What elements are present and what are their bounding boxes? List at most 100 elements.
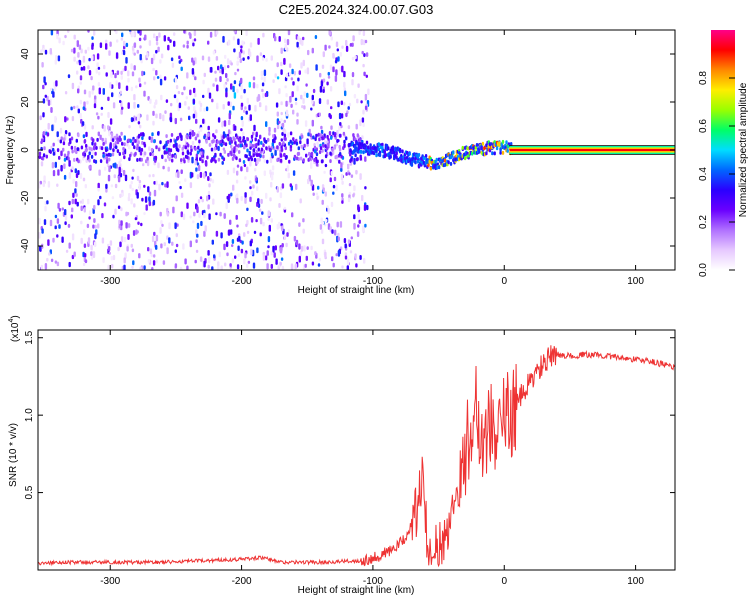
- spectrogram-noise-cell: [203, 212, 206, 219]
- spectrogram-noise-cell: [212, 83, 215, 87]
- spectrogram-noise-cell: [178, 181, 181, 184]
- spectrogram-noise-cell: [328, 131, 332, 136]
- spectrogram-noise-cell: [88, 70, 92, 76]
- spectrogram-noise-cell: [143, 81, 147, 85]
- spectrogram-track-cell: [424, 154, 428, 158]
- spectrogram-noise-cell: [119, 193, 122, 199]
- spectrogram-noise-cell: [367, 88, 370, 96]
- spectrogram-band-cell: [279, 158, 283, 163]
- spectrogram-band-cell: [272, 134, 275, 139]
- spectrogram-noise-cell: [64, 34, 67, 39]
- spectrogram-band-cell: [210, 159, 213, 163]
- spectrogram-noise-cell: [227, 39, 231, 46]
- spectrogram-noise-cell: [49, 219, 53, 227]
- spectrogram-noise-cell: [83, 101, 86, 108]
- spectrogram-noise-cell: [217, 65, 220, 71]
- spectrogram-noise-cell: [343, 238, 347, 244]
- spectrogram-noise-cell: [346, 265, 349, 270]
- spectrogram-band-cell: [284, 156, 288, 160]
- spectrogram-noise-cell: [296, 85, 299, 92]
- spectrogram-noise-cell: [242, 57, 245, 61]
- spectrogram-band-cell: [96, 137, 99, 142]
- spectrogram-noise-cell: [362, 30, 366, 37]
- spectrogram-noise-cell: [125, 42, 129, 48]
- spectrogram-noise-cell: [64, 214, 68, 221]
- spectrogram-noise-cell: [195, 156, 198, 162]
- spectrogram-band-cell: [123, 155, 126, 160]
- spectrogram-band-cell: [308, 156, 312, 161]
- spectrogram-noise-cell: [351, 72, 355, 78]
- spectrogram-band-cell: [41, 156, 44, 161]
- spectrogram-noise-cell: [326, 205, 329, 209]
- spectrogram-band-cell: [102, 154, 105, 158]
- spectrogram-noise-cell: [248, 51, 252, 57]
- spectrogram-noise-cell: [173, 94, 177, 99]
- spectrogram-noise-cell: [307, 49, 310, 56]
- spectrogram-noise-cell: [317, 185, 320, 190]
- spectrogram-noise-cell: [174, 77, 178, 83]
- spectrogram-noise-cell: [105, 43, 108, 50]
- spectrogram-track-cell: [505, 140, 508, 145]
- spectrogram-noise-cell: [82, 262, 86, 267]
- spectrogram-noise-cell: [365, 52, 369, 57]
- spectrogram-noise-cell: [80, 220, 83, 225]
- spectrogram-noise-cell: [97, 66, 101, 70]
- spectrogram-band-cell: [232, 153, 236, 158]
- spectrogram-noise-cell: [252, 262, 256, 269]
- spectrogram-band-cell: [250, 134, 254, 139]
- spectrogram-band-cell: [205, 139, 208, 144]
- spectrogram-noise-cell: [278, 88, 281, 95]
- spectrogram-noise-cell: [270, 55, 273, 61]
- spectrogram-noise-cell: [231, 239, 235, 244]
- spectrogram-noise-cell: [317, 263, 321, 267]
- spectrogram-band-cell: [171, 158, 174, 163]
- spectrogram-noise-cell: [44, 205, 47, 212]
- spectrogram-band-cell: [268, 147, 272, 152]
- spectrogram-noise-cell: [169, 39, 172, 43]
- spectrogram-noise-cell: [327, 142, 330, 148]
- spectrogram-noise-cell: [310, 162, 313, 169]
- spectrogram-band-cell: [121, 141, 124, 146]
- spectrogram-noise-cell: [203, 72, 206, 78]
- spectrogram-noise-cell: [156, 76, 160, 79]
- spectrogram-noise-cell: [97, 223, 100, 229]
- spectrogram-noise-cell: [50, 30, 54, 36]
- spectrogram-band-cell: [201, 159, 204, 164]
- spectrogram-noise-cell: [248, 81, 251, 88]
- spectrogram-noise-cell: [83, 89, 87, 95]
- spectrogram-noise-cell: [160, 94, 163, 101]
- spectrogram-noise-cell: [244, 176, 247, 180]
- spectrogram-noise-cell: [97, 115, 100, 120]
- spectrogram-band-cell: [150, 136, 154, 141]
- spectrogram-band-cell: [321, 159, 324, 164]
- spectrogram-band-cell: [108, 157, 111, 162]
- spectrogram-noise-cell: [331, 229, 334, 234]
- spectrogram-band-cell: [312, 135, 315, 140]
- spectrogram-noise-cell: [64, 221, 67, 226]
- spectrogram-band-cell: [189, 131, 192, 136]
- spectrogram-noise-cell: [56, 131, 59, 138]
- spectrogram-band-cell: [115, 145, 118, 150]
- spectrogram-noise-cell: [274, 245, 277, 251]
- spectrogram-noise-cell: [55, 54, 58, 62]
- spectrogram-noise-cell: [153, 231, 156, 236]
- spectrogram-band-cell: [342, 146, 345, 151]
- spectrogram-track-cell: [367, 145, 370, 150]
- spectrogram-noise-cell: [194, 160, 197, 166]
- spectrogram-noise-cell: [98, 169, 101, 176]
- spectrogram-band-cell: [91, 141, 94, 146]
- spectrogram-noise-cell: [68, 172, 72, 179]
- spectrogram-noise-cell: [249, 180, 252, 184]
- spectrogram-noise-cell: [88, 57, 91, 62]
- spectrogram-band-cell: [62, 147, 65, 152]
- spectrogram-noise-cell: [247, 260, 251, 264]
- spectrogram-noise-cell: [131, 71, 135, 77]
- spectrogram-band-cell: [321, 136, 324, 141]
- spectrogram-noise-cell: [344, 90, 347, 97]
- spectrogram-noise-cell: [360, 100, 363, 104]
- spectrogram-noise-cell: [158, 183, 161, 191]
- spectrogram-noise-cell: [118, 82, 121, 90]
- spectrogram-noise-cell: [185, 96, 188, 100]
- spectrogram-noise-cell: [207, 40, 210, 45]
- spectrogram-noise-cell: [232, 167, 236, 174]
